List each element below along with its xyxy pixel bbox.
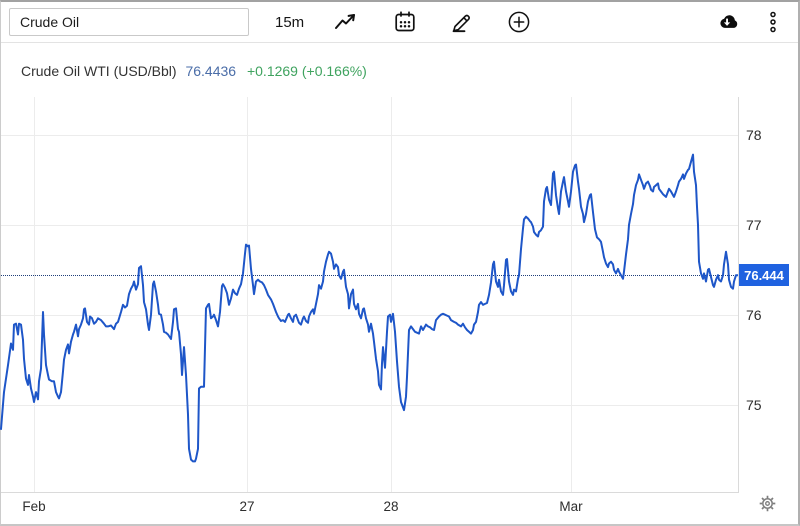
gear-icon bbox=[759, 495, 776, 515]
price-change: +0.1269 (+0.166%) bbox=[246, 63, 367, 79]
y-gridline bbox=[1, 314, 738, 316]
price-line bbox=[0, 153, 739, 463]
chart-header: Crude Oil WTI (USD/Bbl) 76.4436 +0.1269 … bbox=[21, 63, 367, 79]
x-axis-label: Feb bbox=[22, 499, 46, 514]
x-gridline bbox=[571, 97, 572, 492]
y-axis-line bbox=[738, 97, 739, 492]
toolbar: 15m bbox=[1, 2, 798, 43]
search-input[interactable] bbox=[9, 8, 249, 36]
x-axis-line bbox=[1, 492, 739, 493]
menu-button[interactable] bbox=[760, 9, 786, 35]
x-axis-label: Mar bbox=[559, 499, 583, 514]
add-button[interactable] bbox=[506, 9, 532, 35]
instrument-name: Crude Oil WTI (USD/Bbl) bbox=[21, 63, 177, 79]
x-gridline bbox=[391, 97, 392, 492]
calendar-icon bbox=[393, 10, 417, 34]
x-gridline bbox=[247, 97, 248, 492]
plus-circle-icon bbox=[507, 10, 531, 34]
x-gridline bbox=[34, 97, 35, 492]
draw-button[interactable] bbox=[449, 9, 475, 35]
timeframe-button[interactable]: 15m bbox=[271, 12, 308, 33]
y-axis-label: 78 bbox=[746, 126, 762, 143]
x-axis-label: 28 bbox=[383, 499, 399, 514]
pencil-icon bbox=[449, 10, 475, 34]
cloud-download-icon bbox=[714, 11, 740, 33]
kebab-menu-icon bbox=[763, 10, 783, 34]
last-price-reference-line bbox=[1, 274, 738, 276]
y-axis-label: 76 bbox=[746, 306, 762, 323]
x-axis-label: 27 bbox=[239, 499, 255, 514]
trend-line-icon bbox=[333, 11, 358, 33]
y-gridline bbox=[1, 224, 738, 226]
y-axis-label: 77 bbox=[746, 216, 762, 233]
last-price-badge: 76.444 bbox=[739, 264, 789, 286]
chart-settings-button[interactable] bbox=[754, 492, 780, 518]
y-axis-label: 75 bbox=[746, 396, 762, 413]
price-chart-plot[interactable] bbox=[0, 97, 739, 492]
y-gridline bbox=[1, 404, 738, 406]
calendar-button[interactable] bbox=[392, 9, 418, 35]
last-price-value: 76.4436 bbox=[185, 63, 237, 79]
y-gridline bbox=[1, 134, 738, 136]
chart-type-button[interactable] bbox=[332, 9, 358, 35]
download-button[interactable] bbox=[714, 9, 740, 35]
